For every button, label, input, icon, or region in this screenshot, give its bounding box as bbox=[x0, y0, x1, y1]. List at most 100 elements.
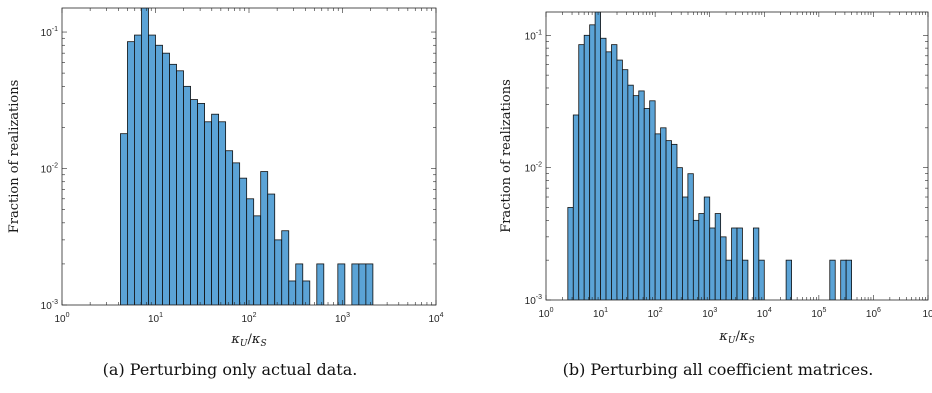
histogram-bar bbox=[638, 90, 645, 300]
tick-label-x-2: 102 bbox=[648, 307, 663, 320]
histogram-bar bbox=[225, 150, 234, 305]
histogram-bar bbox=[141, 8, 149, 305]
histogram-bar bbox=[594, 12, 601, 300]
histogram-bar bbox=[583, 34, 591, 300]
histogram-bar bbox=[162, 52, 170, 305]
tick-label-x-3: 103 bbox=[335, 312, 350, 325]
histogram-bar bbox=[725, 259, 732, 300]
panel-b-histogram: 100 101 102 103 104 105 106 10 10-3 10-2 10-1 Fract… bbox=[499, 11, 932, 379]
histogram-bar bbox=[643, 108, 651, 300]
histogram-bar bbox=[281, 230, 290, 305]
histogram-bar bbox=[720, 236, 727, 300]
tick-label-y-0: 10-3 bbox=[525, 294, 542, 307]
histogram-bar bbox=[578, 44, 585, 300]
histogram-bar bbox=[698, 213, 705, 300]
histogram-bar bbox=[709, 227, 716, 300]
histogram-bar bbox=[845, 259, 853, 300]
histogram-bar bbox=[665, 140, 672, 300]
histogram-bar bbox=[302, 280, 311, 305]
histogram-bar bbox=[358, 263, 367, 305]
histogram-bar bbox=[589, 24, 596, 300]
histogram-bar bbox=[148, 34, 156, 305]
tick-label-x-4: 104 bbox=[757, 307, 772, 320]
histogram-bar bbox=[752, 227, 760, 300]
histogram-bar bbox=[211, 113, 220, 305]
histogram-bar bbox=[611, 44, 618, 300]
histogram-bar bbox=[703, 196, 711, 300]
histogram-bar bbox=[134, 34, 142, 305]
tick-label-y-2: 10-1 bbox=[525, 29, 542, 42]
bars-group bbox=[567, 12, 853, 300]
histogram-bar bbox=[197, 102, 205, 305]
histogram-bar bbox=[288, 280, 297, 305]
histogram-bar bbox=[600, 37, 607, 300]
histogram-bar bbox=[676, 167, 683, 300]
histogram-bar bbox=[785, 259, 792, 300]
histogram-bar bbox=[365, 263, 374, 305]
x-axis-label: κU/κS bbox=[230, 332, 266, 349]
histogram-bar bbox=[351, 263, 360, 305]
histogram-bar bbox=[660, 127, 667, 300]
histogram-bar bbox=[632, 95, 640, 300]
tick-label-x-5: 105 bbox=[811, 307, 826, 320]
tick-label-y-2: 10-1 bbox=[41, 26, 58, 39]
x-axis-label: κU/κS bbox=[718, 329, 754, 346]
histogram-bar bbox=[829, 259, 836, 300]
histogram-bar bbox=[649, 100, 656, 300]
histogram-bar bbox=[572, 114, 580, 300]
tick-label-x-0: 100 bbox=[538, 307, 553, 320]
histogram-bar bbox=[246, 198, 255, 305]
tick-label-x-1: 101 bbox=[593, 307, 608, 320]
histogram-bar bbox=[218, 121, 227, 305]
histogram-bar bbox=[731, 227, 738, 300]
tick-label-x-1: 101 bbox=[148, 312, 163, 325]
tick-label-x-6: 106 bbox=[866, 307, 881, 320]
histogram-bar bbox=[840, 259, 847, 300]
histogram-bar bbox=[692, 219, 700, 300]
histogram-bar bbox=[190, 99, 198, 305]
histogram-bar bbox=[671, 143, 678, 300]
histogram-bar bbox=[337, 263, 346, 305]
y-axis-label: Fraction of realizations bbox=[499, 79, 514, 233]
histogram-bar bbox=[267, 193, 276, 305]
histogram-bar bbox=[316, 263, 325, 305]
panel-a-histogram: 100 101 102 103 104 10-3 10-2 10-1 Fraction of r… bbox=[7, 7, 444, 379]
histogram-bar bbox=[127, 41, 135, 305]
tick-label-x-0: 100 bbox=[54, 312, 69, 325]
histogram-bar bbox=[567, 207, 574, 300]
histogram-bar bbox=[169, 63, 177, 305]
histogram-bar bbox=[295, 263, 304, 305]
histogram-bar bbox=[232, 162, 241, 305]
histogram-bar bbox=[183, 85, 191, 305]
tick-label-y-1: 10-2 bbox=[525, 162, 542, 175]
histogram-bar bbox=[654, 133, 662, 300]
histogram-bar bbox=[155, 44, 163, 305]
histogram-bar bbox=[253, 215, 262, 305]
tick-label-y-1: 10-2 bbox=[41, 163, 58, 176]
tick-label-x-2: 102 bbox=[241, 312, 256, 325]
tick-label-x-4: 104 bbox=[428, 312, 443, 325]
tick-label-y-0: 10-3 bbox=[41, 299, 58, 312]
panel-caption: (b) Perturbing all coefficient matrices. bbox=[563, 360, 874, 379]
histogram-bar bbox=[274, 239, 283, 305]
histogram-bar bbox=[239, 177, 248, 305]
histogram-bar bbox=[682, 196, 689, 300]
histogram-bar bbox=[616, 59, 623, 300]
y-axis-label: Fraction of realizations bbox=[7, 80, 22, 234]
tick-label-x-7: 10 bbox=[922, 309, 932, 320]
panel-caption: (a) Perturbing only actual data. bbox=[103, 360, 358, 379]
histogram-bar bbox=[204, 121, 212, 305]
histogram-bar bbox=[260, 171, 269, 305]
histogram-bar bbox=[714, 213, 722, 300]
histogram-bar bbox=[758, 259, 765, 300]
histogram-bar bbox=[176, 70, 184, 305]
histogram-bar bbox=[687, 173, 694, 300]
histogram-bar bbox=[736, 227, 743, 300]
histogram-bar bbox=[605, 51, 612, 300]
bars-group bbox=[120, 8, 374, 305]
histogram-bar bbox=[742, 259, 749, 300]
axes-frame bbox=[545, 11, 929, 301]
histogram-bar bbox=[622, 69, 629, 300]
histogram-bar bbox=[120, 133, 128, 305]
